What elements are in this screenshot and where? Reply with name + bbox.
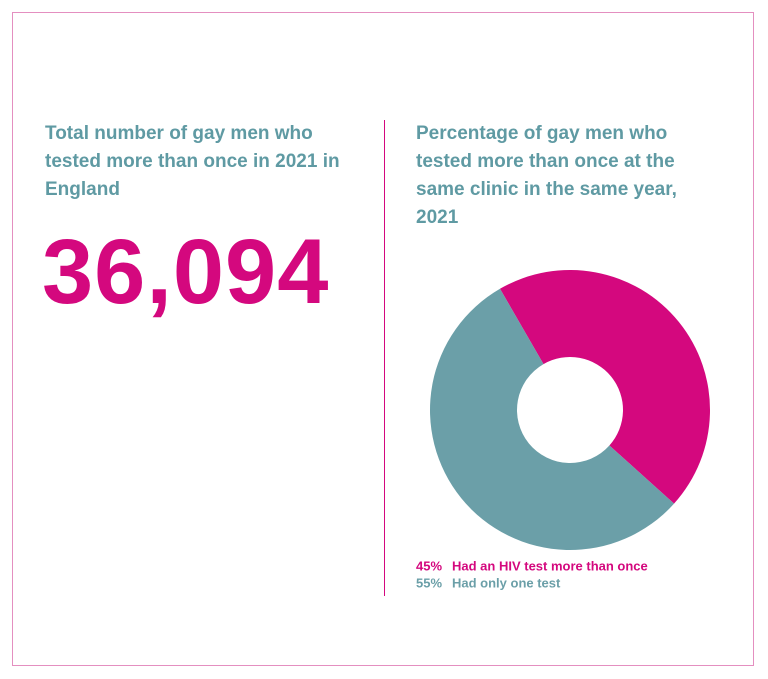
legend-label: Had an HIV test more than once (452, 558, 648, 573)
legend-value: 45% (416, 558, 442, 573)
stat-title: Total number of gay men who tested more … (45, 123, 340, 200)
stat-value: 36,094 (42, 221, 330, 323)
legend-value: 55% (416, 575, 442, 590)
divider (384, 120, 385, 596)
chart-title: Percentage of gay men who tested more th… (416, 123, 677, 228)
legend-label: Had only one test (452, 575, 561, 590)
frame (12, 12, 754, 666)
slice (500, 270, 710, 504)
slice (429, 288, 675, 551)
